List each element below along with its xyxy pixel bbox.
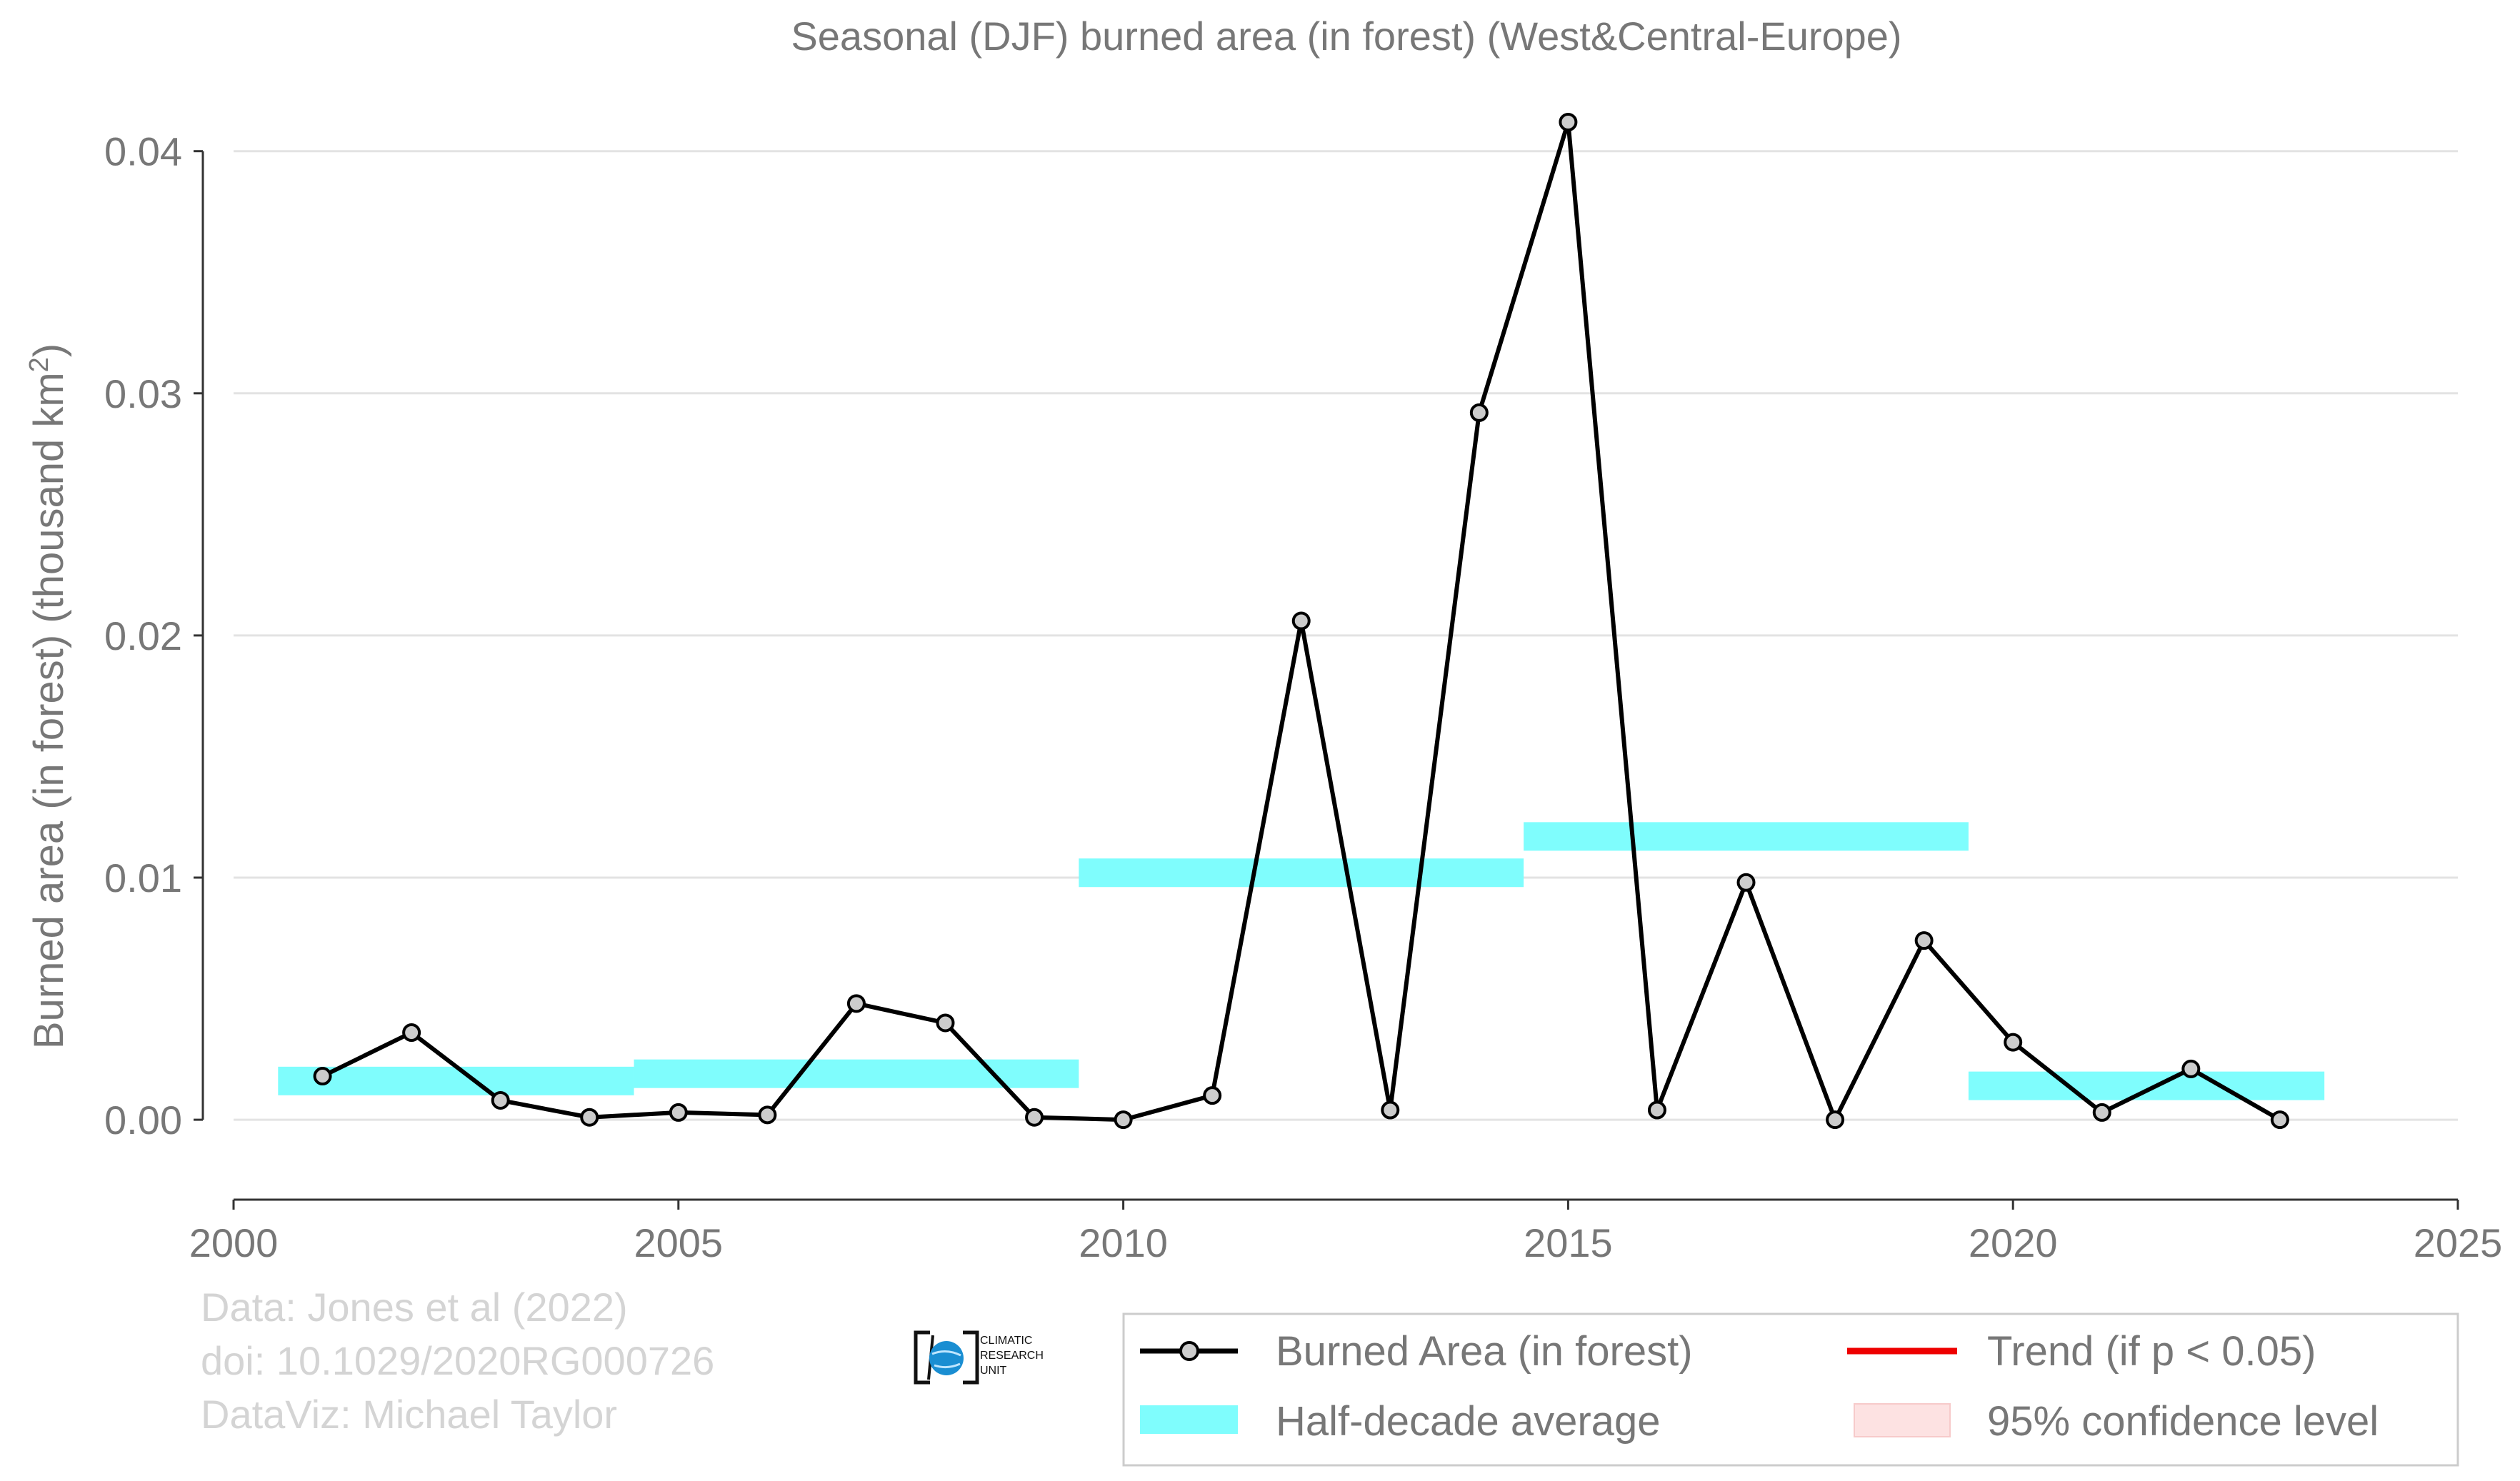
burned-area-point xyxy=(1381,1100,1400,1120)
burned-area-point xyxy=(2270,1110,2289,1130)
burned-area-point xyxy=(1559,113,1578,131)
burned-area-point xyxy=(1203,1086,1222,1105)
legend-confidence-label: 95% confidence level xyxy=(1987,1398,2379,1445)
burned-area-point xyxy=(1914,931,1934,950)
burned-area-point xyxy=(846,994,866,1013)
burned-area-point xyxy=(2181,1059,2201,1078)
gridlines xyxy=(234,150,2458,1121)
burned-area-point xyxy=(1025,1108,1044,1127)
legend-confidence-swatch xyxy=(1854,1403,1951,1437)
burned-area-point xyxy=(669,1103,688,1122)
burned-area-point xyxy=(1647,1100,1666,1120)
burned-area-point xyxy=(1114,1110,1133,1130)
half-decade-bar xyxy=(1968,1071,2325,1100)
x-tick-label: 2000 xyxy=(189,1220,279,1265)
legend-burned-area-label: Burned Area (in forest) xyxy=(1276,1328,1693,1375)
burned-area-point xyxy=(491,1090,510,1110)
legend-trend-label: Trend (if p < 0.05) xyxy=(1987,1328,2316,1375)
credit-data: Data: Jones et al (2022) xyxy=(201,1285,628,1330)
burned-area-point xyxy=(2092,1103,2111,1122)
half-decade-bar xyxy=(1524,822,1969,851)
axes: 0.00 0.01 0.02 0.03 0.04 2000 2005 2010 2015 2020… xyxy=(104,129,2502,1265)
y-axis-label: Burned area (in forest) (thousand km2) xyxy=(24,343,72,1049)
legend-box xyxy=(1122,1312,2459,1467)
y-tick-label: 0.03 xyxy=(104,371,182,416)
y-tick-label: 0.00 xyxy=(104,1098,182,1143)
y-tick-label: 0.04 xyxy=(104,129,182,174)
cru-logo: CLIMATIC RESEARCH UNIT xyxy=(914,1330,1044,1385)
legend-half-decade-label: Half-decade average xyxy=(1276,1398,1660,1445)
burned-area-point xyxy=(758,1105,777,1125)
logo-line-1: CLIMATIC xyxy=(980,1335,1032,1347)
y-axis-label-close: ) xyxy=(26,343,72,357)
credits: Data: Jones et al (2022) doi: 10.1029/20… xyxy=(201,1285,714,1437)
credit-doi: doi: 10.1029/2020RG000726 xyxy=(201,1338,714,1383)
legend-half-decade-swatch xyxy=(1140,1405,1238,1434)
burned-area-point xyxy=(1469,403,1489,422)
burned-area-point xyxy=(1826,1110,1845,1130)
half-decade-bar xyxy=(634,1059,1079,1088)
logo-line-3: UNIT xyxy=(980,1365,1007,1377)
chart-title: Seasonal (DJF) burned area (in forest) (… xyxy=(791,14,1901,59)
legend-burned-area-marker xyxy=(1179,1341,1199,1361)
legend: Burned Area (in forest) Trend (if p < 0.… xyxy=(1122,1312,2459,1467)
y-tick-label: 0.01 xyxy=(104,855,182,900)
half-decade-bands xyxy=(278,822,2325,1100)
series-line xyxy=(313,113,2289,1130)
x-tick-label: 2015 xyxy=(1524,1220,1613,1265)
y-tick-label: 0.02 xyxy=(104,613,182,658)
y-axis-label-sup: 2 xyxy=(24,357,54,372)
burned-area-point xyxy=(936,1013,955,1033)
x-tick-label: 2020 xyxy=(1969,1220,2058,1265)
burned-area-point xyxy=(1291,611,1311,631)
half-decade-bar xyxy=(1079,858,1524,888)
x-tick-label: 2025 xyxy=(2414,1220,2503,1265)
y-axis-label-main: Burned area (in forest) (thousand km xyxy=(26,372,72,1049)
burned-area-point xyxy=(2004,1033,2023,1052)
globe-icon xyxy=(929,1341,964,1375)
burned-area-point xyxy=(313,1067,332,1086)
x-tick-label: 2010 xyxy=(1079,1220,1168,1265)
burned-area-point xyxy=(580,1108,599,1127)
burned-area-point xyxy=(1736,873,1756,892)
credit-dataviz: DataViz: Michael Taylor xyxy=(201,1392,617,1437)
half-decade-bar xyxy=(278,1066,634,1095)
burned-area-point xyxy=(402,1023,421,1043)
logo-line-2: RESEARCH xyxy=(980,1350,1044,1362)
x-tick-label: 2005 xyxy=(634,1220,724,1265)
